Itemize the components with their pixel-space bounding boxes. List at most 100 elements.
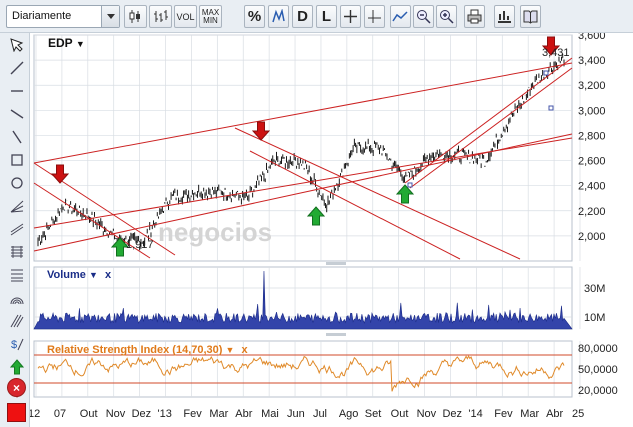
rectangle-icon[interactable] (6, 150, 27, 169)
ray-icon[interactable] (6, 127, 27, 146)
crosshair-plus-icon[interactable] (340, 5, 361, 28)
trend-icon[interactable] (390, 5, 411, 28)
chevron-down-icon[interactable] (101, 6, 119, 27)
min-label: MIN (203, 15, 218, 25)
line-handle (548, 105, 554, 111)
buy-arrow-marker (110, 237, 130, 257)
l-label: L (321, 8, 332, 25)
settings-icon[interactable] (494, 5, 515, 28)
percent-button[interactable]: % (244, 5, 265, 28)
rsi-dropdown-icon[interactable]: ▼ (225, 345, 235, 355)
up-arrow-icon[interactable] (6, 357, 27, 376)
trend-line (249, 150, 461, 260)
cursor-icon[interactable] (6, 35, 27, 54)
x-tick-label: Nov (106, 408, 126, 420)
rsi-pane-title: Relative Strength Index (14,70,30) ▼ x (47, 344, 248, 356)
horizontal-line-icon[interactable] (6, 81, 27, 100)
x-tick-label: Out (80, 408, 98, 420)
x-tick-label: Ago (339, 408, 359, 420)
rsi-tick-label: 80,0000 (578, 343, 618, 355)
x-tick-label: Mai (261, 408, 279, 420)
volume-tick-label: 10M (584, 312, 605, 324)
pane-splitter (326, 262, 346, 265)
l-button[interactable]: L (316, 5, 337, 28)
y-tick-label: 2,600 (578, 156, 606, 168)
max-label: MAX (201, 7, 220, 17)
pitchfork-icon[interactable] (6, 311, 27, 330)
x-tick-label: 12 (30, 408, 40, 420)
percent-label: % (247, 8, 262, 25)
dollar-icon[interactable]: $ (6, 334, 27, 353)
rsi-close-icon[interactable]: x (241, 344, 248, 356)
x-tick-label: Jun (287, 408, 305, 420)
d-label: D (297, 8, 308, 25)
symbol-dropdown-icon[interactable]: ▼ (75, 39, 85, 49)
period-select[interactable]: Diariamente (6, 5, 120, 28)
sell-arrow-marker (541, 36, 561, 56)
x-tick-label: Out (391, 408, 409, 420)
x-tick-label: Jul (313, 408, 327, 420)
y-tick-label: 3,200 (578, 80, 606, 92)
x-tick-label: Fev (183, 408, 202, 420)
y-tick-label: 3,600 (578, 33, 606, 42)
volume-area (33, 270, 573, 330)
x-tick-label: Fev (494, 408, 513, 420)
ohlc-bars-icon[interactable] (149, 5, 172, 28)
fibonacci-icon[interactable] (6, 242, 27, 261)
symbol-label[interactable]: EDP ▼ (48, 36, 85, 50)
x-tick-label: Nov (417, 408, 437, 420)
volume-tick-label: 30M (584, 283, 605, 295)
trend-line (33, 133, 573, 252)
volume-button[interactable]: VOL (174, 5, 197, 28)
zoom-out-icon[interactable] (413, 5, 434, 28)
crosshair-icon[interactable] (364, 5, 385, 28)
compare-icon[interactable] (268, 5, 289, 28)
x-tick-label: '14 (468, 408, 482, 420)
y-tick-label: 3,000 (578, 105, 606, 117)
y-tick-label: 3,400 (578, 55, 606, 67)
x-tick-label: Set (365, 408, 382, 420)
x-tick-label: Mar (520, 408, 539, 420)
line-tool-icon[interactable] (6, 58, 27, 77)
trend-line (33, 182, 151, 259)
fan-icon[interactable] (6, 196, 27, 215)
zoom-in-icon[interactable] (436, 5, 457, 28)
high-value-label: 3,431 (542, 47, 570, 59)
chart-canvas[interactable]: 2,000 2,200 2,400 2,600 2,800 3,000 3,200 3,400… (30, 33, 633, 427)
delete-icon[interactable]: × (7, 378, 26, 397)
arc-icon[interactable] (6, 288, 27, 307)
rsi-tick-label: 50,0000 (578, 364, 618, 376)
buy-arrow-marker (395, 184, 415, 204)
rsi-tick-label: 20,0000 (578, 385, 618, 397)
volume-button-label: VOL (176, 11, 195, 22)
rsi-line (37, 355, 565, 392)
x-tick-label: Abr (546, 408, 563, 420)
trend-line (33, 62, 573, 164)
parallel-channel-icon[interactable] (6, 219, 27, 238)
color-swatch[interactable] (7, 403, 26, 422)
rsi-pane (33, 340, 573, 398)
trend-line (409, 67, 573, 189)
sell-arrow-marker (50, 164, 70, 184)
x-tick-label: Dez (132, 408, 152, 420)
left-drawing-toolbar: $ A (0, 33, 30, 427)
grid-icon[interactable] (6, 265, 27, 284)
x-tick-label: Dez (442, 408, 462, 420)
volume-close-icon[interactable]: x (104, 269, 112, 281)
d-button[interactable]: D (292, 5, 313, 28)
volume-dropdown-icon[interactable]: ▼ (88, 270, 98, 280)
x-tick-label: 07 (54, 408, 66, 420)
symbol-name: EDP (48, 36, 73, 50)
circle-icon[interactable] (6, 173, 27, 192)
candlestick-icon[interactable] (124, 5, 147, 28)
x-tick-label: Mar (209, 408, 228, 420)
y-tick-label: 2,400 (578, 181, 606, 193)
x-tick-label: 25 (572, 408, 584, 420)
book-icon[interactable] (520, 5, 541, 28)
print-icon[interactable] (464, 5, 485, 28)
top-toolbar: Diariamente VOL MAX MIN % D L (0, 0, 633, 33)
line-handle (543, 70, 549, 76)
max-min-button[interactable]: MAX MIN (199, 5, 222, 28)
buy-arrow-marker (306, 206, 326, 226)
vertical-line-icon[interactable] (6, 104, 27, 123)
